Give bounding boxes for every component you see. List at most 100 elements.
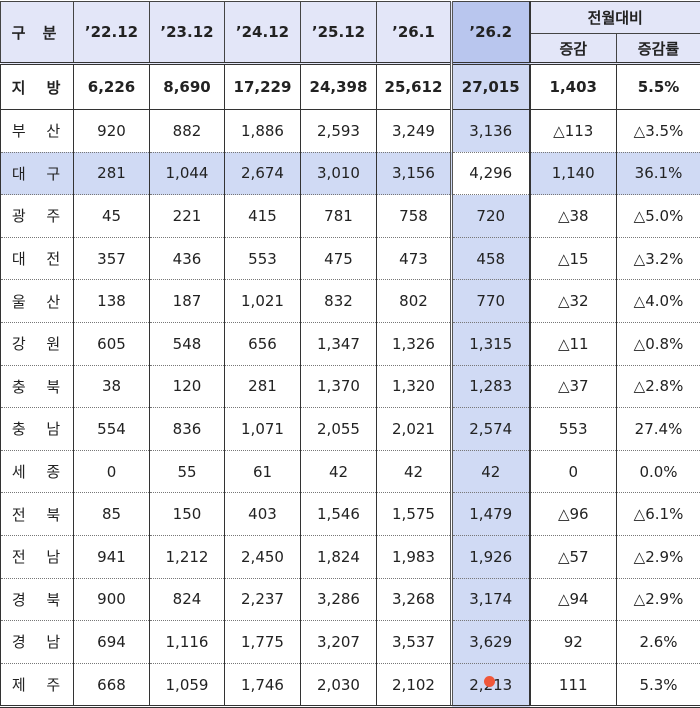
row-label: 경 남 bbox=[1, 621, 74, 664]
header-comparison-group: 전월대비 bbox=[530, 2, 700, 34]
cell: 3,207 bbox=[301, 621, 377, 664]
cell: 920 bbox=[74, 110, 150, 153]
cell: 1,886 bbox=[225, 110, 301, 153]
cell: 2,450 bbox=[225, 535, 301, 578]
cell-change: 92 bbox=[530, 621, 617, 664]
cell: 42 bbox=[377, 450, 452, 493]
cell-change: △38 bbox=[530, 195, 617, 238]
cell-rate: 36.1% bbox=[617, 152, 700, 195]
cell: 2,102 bbox=[377, 663, 452, 707]
cell: 1,347 bbox=[301, 322, 377, 365]
table-row: 세 종 0 55 61 42 42 42 0 0.0% bbox=[1, 450, 700, 493]
cell: 436 bbox=[150, 237, 225, 280]
cell: 120 bbox=[150, 365, 225, 408]
total-row: 지 방 6,226 8,690 17,229 24,398 25,612 27,… bbox=[1, 64, 700, 110]
cell: 1,212 bbox=[150, 535, 225, 578]
table-row: 경 남 694 1,116 1,775 3,207 3,537 3,629 92… bbox=[1, 621, 700, 664]
cell: 17,229 bbox=[225, 64, 301, 110]
cell: 554 bbox=[74, 408, 150, 451]
cell: 85 bbox=[74, 493, 150, 536]
cell: 138 bbox=[74, 280, 150, 323]
cell-change: △37 bbox=[530, 365, 617, 408]
cell-rate: △3.5% bbox=[617, 110, 700, 153]
cell: 1,044 bbox=[150, 152, 225, 195]
cell-change: 0 bbox=[530, 450, 617, 493]
cell: 45 bbox=[74, 195, 150, 238]
cell: 475 bbox=[301, 237, 377, 280]
cell-change: △113 bbox=[530, 110, 617, 153]
cell: 403 bbox=[225, 493, 301, 536]
cell-change: △57 bbox=[530, 535, 617, 578]
cell-current: 458 bbox=[452, 237, 530, 280]
cell: 1,021 bbox=[225, 280, 301, 323]
row-label: 충 남 bbox=[1, 408, 74, 451]
header-change: 증감 bbox=[530, 34, 617, 64]
cell-change: △94 bbox=[530, 578, 617, 621]
cell: 281 bbox=[74, 152, 150, 195]
cell: 836 bbox=[150, 408, 225, 451]
cell: 3,249 bbox=[377, 110, 452, 153]
cell: 668 bbox=[74, 663, 150, 707]
cell: 8,690 bbox=[150, 64, 225, 110]
cell: 1,775 bbox=[225, 621, 301, 664]
cell: 24,398 bbox=[301, 64, 377, 110]
cell: 2,055 bbox=[301, 408, 377, 451]
cell: 1,546 bbox=[301, 493, 377, 536]
row-label: 세 종 bbox=[1, 450, 74, 493]
cell-change: 111 bbox=[530, 663, 617, 707]
row-label: 광 주 bbox=[1, 195, 74, 238]
cell: 605 bbox=[74, 322, 150, 365]
cell: 55 bbox=[150, 450, 225, 493]
table-row: 제 주 668 1,059 1,746 2,030 2,102 2,213 11… bbox=[1, 663, 700, 707]
cell-rate: △2.9% bbox=[617, 535, 700, 578]
cell: 1,320 bbox=[377, 365, 452, 408]
cell: 2,593 bbox=[301, 110, 377, 153]
row-label: 경 북 bbox=[1, 578, 74, 621]
cell-change: △96 bbox=[530, 493, 617, 536]
row-label: 전 남 bbox=[1, 535, 74, 578]
cell: 1,059 bbox=[150, 663, 225, 707]
cell-current: 770 bbox=[452, 280, 530, 323]
table-row: 대 전 357 436 553 475 473 458 △15 △3.2% bbox=[1, 237, 700, 280]
table-row: 광 주 45 221 415 781 758 720 △38 △5.0% bbox=[1, 195, 700, 238]
cell-current: 720 bbox=[452, 195, 530, 238]
cell: 38 bbox=[74, 365, 150, 408]
cell: 3,010 bbox=[301, 152, 377, 195]
cell-rate: △3.2% bbox=[617, 237, 700, 280]
cell-rate: 5.5% bbox=[617, 64, 700, 110]
row-label: 대 전 bbox=[1, 237, 74, 280]
cell: 1,326 bbox=[377, 322, 452, 365]
cell-rate: 5.3% bbox=[617, 663, 700, 707]
cell-rate: 2.6% bbox=[617, 621, 700, 664]
header-rate: 증감률 bbox=[617, 34, 700, 64]
row-label: 제 주 bbox=[1, 663, 74, 707]
cell: 900 bbox=[74, 578, 150, 621]
cell: 150 bbox=[150, 493, 225, 536]
cell: 3,537 bbox=[377, 621, 452, 664]
cell-change: 1,403 bbox=[530, 64, 617, 110]
row-label: 전 북 bbox=[1, 493, 74, 536]
cell: 1,116 bbox=[150, 621, 225, 664]
cell-rate: △2.9% bbox=[617, 578, 700, 621]
row-label: 충 북 bbox=[1, 365, 74, 408]
cell: 758 bbox=[377, 195, 452, 238]
cell: 3,268 bbox=[377, 578, 452, 621]
cell: 941 bbox=[74, 535, 150, 578]
cell: 221 bbox=[150, 195, 225, 238]
cell: 357 bbox=[74, 237, 150, 280]
cell: 824 bbox=[150, 578, 225, 621]
cell: 656 bbox=[225, 322, 301, 365]
cell: 553 bbox=[225, 237, 301, 280]
cell: 281 bbox=[225, 365, 301, 408]
cell-current: 3,136 bbox=[452, 110, 530, 153]
cell: 3,286 bbox=[301, 578, 377, 621]
cell: 781 bbox=[301, 195, 377, 238]
header-period: ’24.12 bbox=[225, 2, 301, 64]
cell: 832 bbox=[301, 280, 377, 323]
cell: 2,030 bbox=[301, 663, 377, 707]
cell-rate: △4.0% bbox=[617, 280, 700, 323]
cell: 548 bbox=[150, 322, 225, 365]
cell: 694 bbox=[74, 621, 150, 664]
row-label: 부 산 bbox=[1, 110, 74, 153]
